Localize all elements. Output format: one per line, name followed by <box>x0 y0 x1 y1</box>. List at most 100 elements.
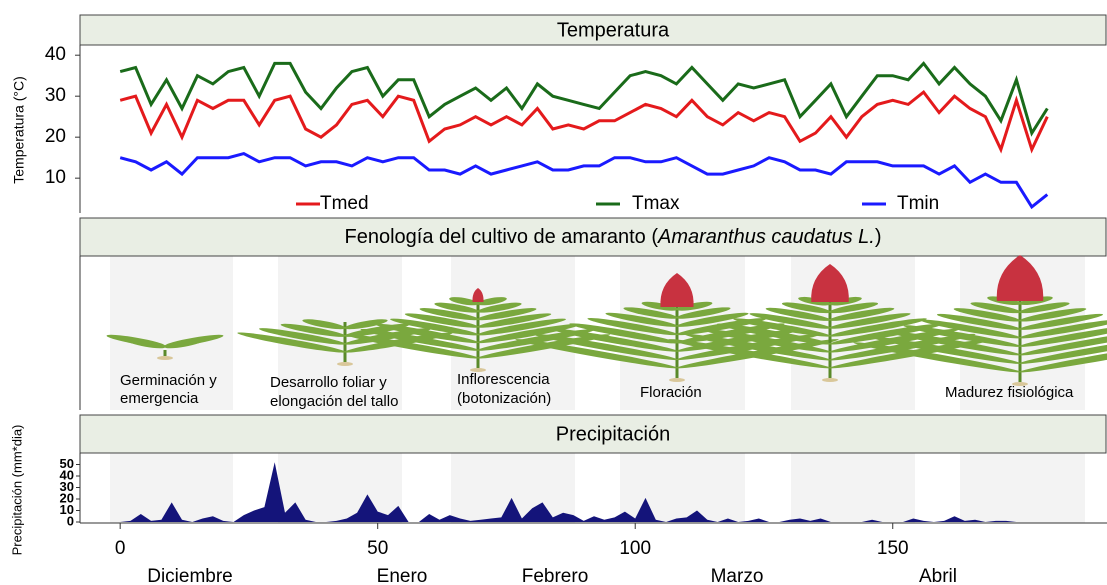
stage-label: Desarrollo foliar y <box>270 374 387 391</box>
leaf <box>375 323 479 344</box>
flower-head <box>472 288 484 302</box>
leaf <box>477 308 537 321</box>
stage-label: Floración <box>640 384 702 401</box>
leaf <box>345 334 479 359</box>
title-part: Amaranthus caudatus L. <box>657 226 875 248</box>
x-tick-label: 150 <box>877 538 909 559</box>
leaf <box>886 330 1021 356</box>
line-series <box>119 151 1049 210</box>
x-tick-label: 50 <box>367 538 388 559</box>
leaf <box>733 318 831 337</box>
leaf <box>829 313 911 329</box>
leaf <box>164 338 204 349</box>
leaf <box>515 339 678 369</box>
y-tick-label: 30 <box>60 479 74 494</box>
plant <box>106 334 224 360</box>
leaf <box>551 328 678 352</box>
leaf <box>870 336 1021 364</box>
stage-label: elongación del tallo <box>270 393 398 410</box>
title-part: ) <box>875 226 882 248</box>
flower-head <box>660 273 694 307</box>
plant-illustrations <box>106 255 1107 386</box>
legend-label: Tmed <box>320 193 369 214</box>
leaf <box>700 328 831 353</box>
leaf <box>668 339 831 369</box>
leaf <box>716 323 831 345</box>
strip <box>79 414 1107 454</box>
leaf <box>533 333 678 361</box>
leaf <box>419 308 479 321</box>
leaf <box>1019 313 1104 330</box>
stage-label: Germinación y <box>120 372 217 389</box>
leaf <box>1019 308 1087 322</box>
leaf <box>569 323 678 344</box>
panel-title: Fenología del cultivo de amaranto (Amara… <box>345 226 882 248</box>
y-tick-label: 0 <box>67 513 74 528</box>
leaf <box>404 313 479 328</box>
leaf <box>936 313 1021 330</box>
leaf <box>641 301 678 311</box>
stage-label: Madurez fisiológica <box>945 384 1074 401</box>
leaf <box>1019 342 1107 373</box>
leaf <box>903 325 1021 347</box>
month-label: Marzo <box>711 566 764 585</box>
root <box>669 378 685 382</box>
leaf <box>676 307 731 319</box>
leaf <box>344 319 388 330</box>
leaf <box>477 329 596 351</box>
leaf <box>1019 330 1107 356</box>
month-label: Enero <box>377 566 428 585</box>
y-tick-label: 10 <box>45 167 66 188</box>
leaf <box>237 332 346 353</box>
leaf <box>390 318 479 336</box>
stage-label: emergencia <box>120 390 199 407</box>
leaf <box>126 338 166 349</box>
leaf <box>749 313 831 329</box>
leaf <box>920 319 1021 339</box>
leaf <box>449 297 479 306</box>
leaf <box>605 312 678 327</box>
month-label: Febrero <box>522 566 589 585</box>
y-tick-label: 50 <box>60 456 74 471</box>
y-axis-title: Temperatura (°C) <box>11 76 27 184</box>
x-tick-label: 100 <box>619 538 651 559</box>
root <box>822 378 838 382</box>
stage-label: Inflorescencia <box>457 371 550 388</box>
x-tick-label: 0 <box>115 538 126 559</box>
strip <box>79 217 1107 257</box>
y-tick-label: 40 <box>60 467 74 482</box>
title-part: Fenología del cultivo de amaranto ( <box>345 226 659 248</box>
line-series <box>119 89 1049 154</box>
y-tick-label: 30 <box>45 85 66 106</box>
leaf <box>477 318 566 336</box>
leaf <box>1019 325 1107 347</box>
leaf <box>1019 319 1107 339</box>
panel-title: Temperatura <box>557 19 670 41</box>
leaf <box>259 328 346 345</box>
strip <box>79 14 1107 46</box>
panel-title: Precipitación <box>556 423 671 445</box>
leaf <box>781 302 831 314</box>
root <box>157 356 173 360</box>
leaf <box>477 313 552 328</box>
stage-bands <box>110 256 1085 523</box>
stage-band <box>791 453 915 523</box>
leaf <box>829 307 895 321</box>
leaf <box>477 302 522 313</box>
y-tick-label: 10 <box>60 502 74 517</box>
legend-label: Tmax <box>632 193 680 214</box>
leaf <box>280 323 346 337</box>
leaf <box>829 302 879 314</box>
y-axis-title: Precipitación (mm*dia) <box>9 425 24 556</box>
leaf <box>302 319 346 330</box>
flower-head <box>996 255 1044 301</box>
leaf <box>360 329 479 351</box>
month-label: Diciembre <box>147 566 233 585</box>
stage-band <box>960 453 1085 523</box>
y-tick-label: 20 <box>60 490 74 505</box>
root <box>1012 382 1028 386</box>
leaf <box>676 312 749 327</box>
leaf <box>477 297 507 306</box>
leaf <box>1019 302 1070 314</box>
